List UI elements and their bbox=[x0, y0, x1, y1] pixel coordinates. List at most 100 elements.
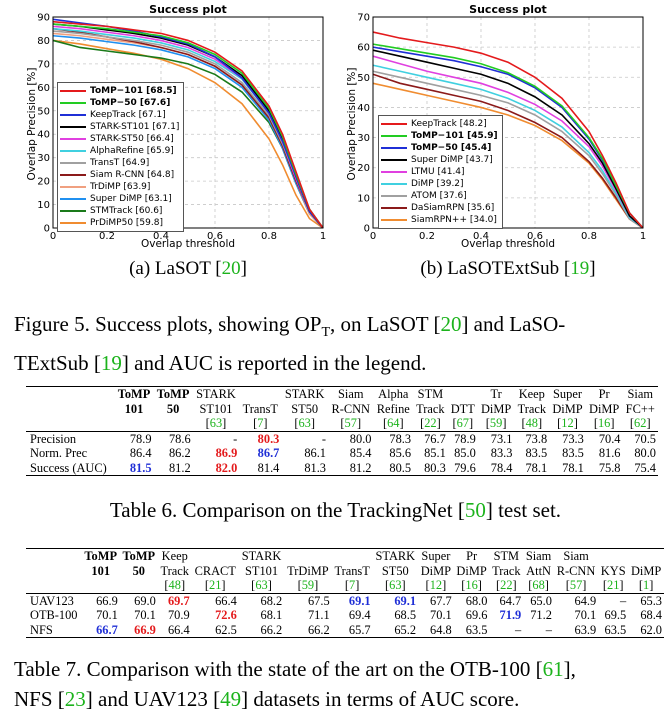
table-cell: 80.3 bbox=[239, 430, 282, 446]
table-6-row: Norm. Prec 86.4 86.2 86.9 86.7 86.1 85.4 85.6 85… bbox=[26, 446, 658, 461]
legend-label: Siam R-CNN [64.8] bbox=[90, 170, 175, 180]
y-tick-label: 40 bbox=[357, 103, 370, 114]
header-line-1: Siam bbox=[338, 387, 364, 401]
table-cell: 69.6 bbox=[465, 608, 488, 622]
table-cell: 78.1 bbox=[549, 460, 586, 476]
table-cell: 68.0 bbox=[453, 592, 490, 608]
table-cell: 78.4 bbox=[477, 460, 515, 476]
x-tick-label: 0.6 bbox=[207, 231, 223, 240]
table-6-row: Success (AUC) 81.5 81.2 82.0 81.4 81.3 81.2 80.… bbox=[26, 460, 658, 476]
legend-label: LTMU [41.4] bbox=[411, 167, 465, 177]
table-cell: 85.0 bbox=[454, 446, 476, 460]
table-7-header-cell: KYS [21] bbox=[598, 548, 629, 593]
y-tick-label: 0 bbox=[44, 224, 50, 235]
header-line-1: Tr bbox=[490, 387, 502, 401]
table-7-header-cell: STARK ST101 [63] bbox=[238, 548, 285, 593]
header-line-2: R-CNN bbox=[556, 563, 596, 578]
table-6-header-cell: Pr DiMP [16] bbox=[585, 386, 623, 431]
legend-swatch bbox=[381, 147, 407, 149]
table-cell: 85.4 bbox=[349, 446, 372, 460]
table-cell: - bbox=[281, 430, 328, 446]
header-ref bbox=[84, 578, 118, 593]
header-line-2: ST50 bbox=[291, 401, 319, 416]
table-cell: 78.9 bbox=[447, 430, 478, 446]
header-line-1: ToMP bbox=[156, 387, 190, 401]
table-7-header-cell bbox=[26, 548, 82, 593]
legend-label: TrDiMP [63.9] bbox=[90, 182, 151, 192]
table-cell: 62.0 bbox=[628, 622, 664, 638]
header-line-2: Track bbox=[160, 563, 189, 578]
header-ref: [59] bbox=[485, 416, 507, 430]
legend-swatch bbox=[381, 219, 407, 221]
x-tick-label: 0.2 bbox=[99, 231, 115, 240]
table-cell: 79.6 bbox=[447, 460, 478, 476]
table-cell: 72.6 bbox=[215, 608, 237, 622]
table-6-header-cell bbox=[26, 386, 115, 431]
table-6-header-cell: Super DiMP [12] bbox=[549, 386, 586, 431]
plot-frame bbox=[372, 16, 644, 229]
table-cell: 73.8 bbox=[514, 430, 550, 446]
y-tick-label: 50 bbox=[357, 73, 370, 84]
header-ref: [12] bbox=[557, 416, 578, 430]
series-line-4 bbox=[52, 25, 324, 229]
legend-swatch bbox=[381, 195, 407, 197]
table-cell: – bbox=[489, 622, 524, 638]
table-cell: 66.2 bbox=[284, 622, 332, 638]
table-cell: 65.3 bbox=[628, 592, 664, 608]
table-cell: 81.2 bbox=[153, 460, 193, 476]
legend-entry: TransT [64.9] bbox=[60, 157, 179, 169]
legend-label: AlphaRefine [65.9] bbox=[90, 146, 174, 156]
table-cell: 78.3 bbox=[373, 430, 414, 446]
table-cell: 64.9 bbox=[553, 592, 599, 608]
table-cell: 83.3 bbox=[490, 446, 513, 460]
header-ref: [48] bbox=[521, 416, 543, 430]
legend-swatch bbox=[60, 126, 86, 128]
header-line-1: Siam bbox=[525, 549, 552, 563]
y-tick-label: 30 bbox=[37, 153, 50, 164]
header-line-2: DiMP bbox=[552, 401, 583, 416]
table-cell: 64.8 bbox=[418, 622, 454, 638]
legend-label: STARK-ST50 [66.4] bbox=[90, 134, 174, 144]
legend-label: Super DiMP [43.7] bbox=[411, 155, 493, 165]
subcaption-b: (b) LaSOTExtSub [19] bbox=[420, 258, 596, 279]
y-tick-label: 20 bbox=[37, 177, 50, 188]
table-cell: 64.7 bbox=[489, 592, 524, 608]
series-line-0 bbox=[52, 20, 324, 229]
row-label: Precision bbox=[26, 430, 115, 446]
header-ref: [64] bbox=[382, 416, 404, 430]
legend-label: TransT [64.9] bbox=[90, 158, 150, 168]
table-cell: 68.4 bbox=[640, 608, 662, 622]
table-cell: 66.4 bbox=[157, 622, 192, 638]
header-ref-number: 59 bbox=[301, 578, 315, 592]
table-6-header-cell: TransT [7] bbox=[239, 386, 282, 431]
table-cell: 83.5 bbox=[525, 446, 548, 460]
legend-entry: ATOM [37.6] bbox=[381, 190, 498, 202]
header-line-2: R-CNN bbox=[331, 401, 371, 416]
plot-b-title: Success plot bbox=[469, 3, 547, 16]
legend-entry: DiMP [39.2] bbox=[381, 178, 498, 190]
legend-entry: ToMP−101 [68.5] bbox=[60, 85, 179, 97]
series-line-11 bbox=[52, 39, 324, 229]
legend-swatch bbox=[60, 198, 86, 200]
table-cell: 69.1 bbox=[372, 592, 419, 608]
legend-entry: KeepTrack [48.2] bbox=[381, 118, 498, 130]
header-line-2: Track bbox=[517, 401, 547, 416]
legend-swatch bbox=[381, 159, 407, 161]
header-line-2: ST101 bbox=[244, 563, 279, 578]
header-ref-number: 12 bbox=[429, 578, 443, 592]
table-cell: 69.0 bbox=[119, 592, 158, 608]
series-line-0 bbox=[372, 31, 644, 229]
legend-entry: Super DiMP [63.1] bbox=[60, 193, 179, 205]
table-cell: 78.1 bbox=[514, 460, 550, 476]
table-7-row: OTB-100 70.1 70.1 70.9 72.6 68.1 71.1 69.4 68.5 7… bbox=[26, 608, 664, 623]
table-cell: 70.1 bbox=[430, 608, 452, 622]
header-ref-number: 21 bbox=[607, 578, 620, 592]
table-cell: 78.6 bbox=[153, 430, 193, 446]
header-line-2: TransT bbox=[242, 401, 278, 416]
header-ref: [12] bbox=[425, 578, 447, 592]
table-cell: 70.9 bbox=[167, 608, 190, 622]
table-cell: 69.1 bbox=[331, 592, 373, 608]
legend-swatch bbox=[60, 114, 86, 116]
table-cell: 66.4 bbox=[191, 592, 239, 608]
header-ref: [21] bbox=[602, 578, 624, 592]
